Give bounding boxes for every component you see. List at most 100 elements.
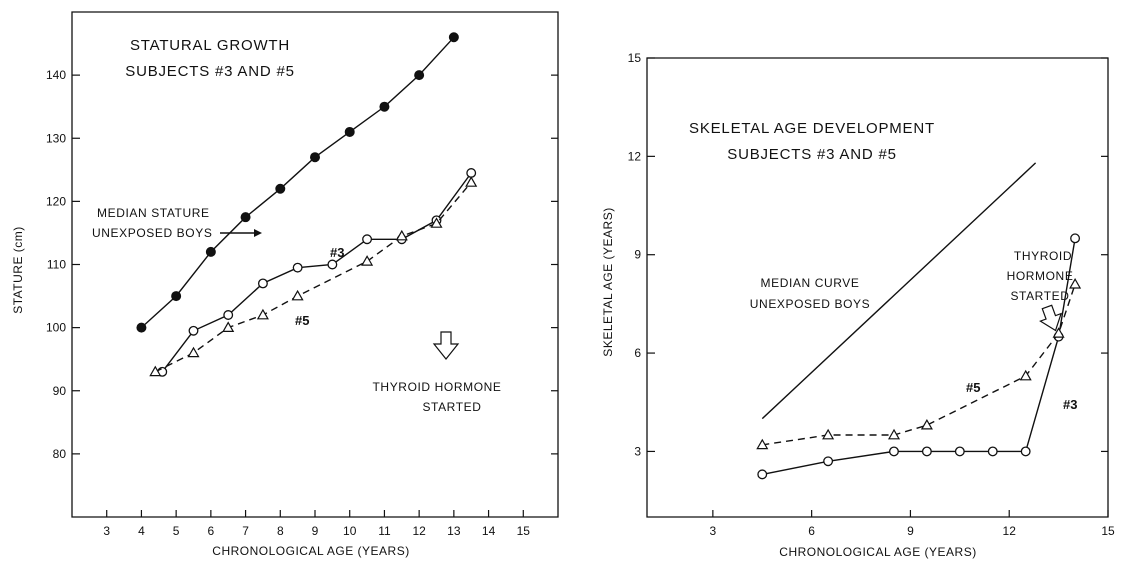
stature-title-line2: SUBJECTS #3 AND #5 (125, 63, 294, 80)
stature-x-tick-label: 7 (242, 524, 249, 538)
skeletal-x-axis-label: CHRONOLOGICAL AGE (YEARS) (779, 545, 976, 559)
skeletal-y-tick-label: 15 (628, 51, 642, 65)
stature-hormone-label-line1: THYROID HORMONE (373, 380, 502, 394)
stature-series-1-point (223, 310, 234, 320)
skeletal-x-tick-label: 6 (808, 524, 815, 538)
stature-series-2-point (361, 255, 374, 266)
skeletal-median-label-line1: MEDIAN CURVE (761, 276, 860, 290)
stature-y-tick-label: 120 (46, 194, 66, 208)
stature-x-tick-label: 6 (208, 524, 215, 538)
stature-series-0-point (379, 101, 390, 112)
stature-series-0-point (310, 152, 320, 163)
skeletal-series-1-point (1020, 446, 1031, 457)
skeletal-series-1-point (757, 469, 768, 480)
stature-x-tick-label: 14 (482, 524, 496, 538)
skeletal-y-ticks: 3 6 9 12 15 (628, 51, 1108, 458)
hatched-down-arrow-icon (1039, 304, 1063, 332)
stature-series-2-point (222, 321, 235, 332)
stature-series-2-point (149, 365, 162, 377)
stature-label-5: #5 (295, 313, 309, 328)
stature-series-0-line (140, 36, 455, 329)
stature-y-tick-label: 140 (46, 68, 66, 82)
stature-series-2-point (256, 308, 269, 320)
stature-x-tick-label: 12 (412, 524, 426, 538)
skeletal-y-axis-label: SKELETAL AGE (YEARS) (601, 207, 615, 356)
stature-series-1-point (362, 234, 373, 245)
stature-title-line1: STATURAL GROWTH (130, 37, 290, 54)
skeletal-series-2-point (920, 418, 933, 430)
skeletal-label-3: #3 (1063, 397, 1077, 412)
stature-y-axis-label: STATURE (cm) (11, 226, 25, 314)
stature-median-pointer-arrowhead (254, 229, 262, 237)
stature-x-tick-label: 9 (312, 524, 319, 538)
skeletal-x-ticks: 3 6 9 12 15 (710, 510, 1115, 538)
stature-series-2-point (187, 346, 200, 358)
skeletal-label-5: #5 (966, 380, 980, 395)
skeletal-series-2-point (887, 428, 901, 440)
skeletal-hormone-label-line3: STARTED (1010, 289, 1069, 303)
skeletal-series-1-point (1070, 233, 1081, 244)
skeletal-x-tick-label: 15 (1101, 524, 1115, 538)
skeletal-y-tick-label: 6 (634, 346, 641, 360)
hatched-down-arrow-icon (432, 331, 460, 360)
skeletal-y-tick-label: 9 (634, 248, 641, 262)
stature-series-2-point (465, 176, 478, 187)
stature-x-tick-label: 11 (378, 524, 391, 538)
stature-x-tick-label: 10 (343, 524, 357, 538)
stature-y-tick-label: 90 (53, 384, 67, 398)
stature-series (136, 32, 478, 377)
skeletal-series-2-point (1052, 327, 1065, 338)
skeletal-median-label-line2: UNEXPOSED BOYS (750, 297, 870, 311)
stature-chart: 3 4 5 6 7 8 9 10 11 12 13 14 15 8090100110120130140 … (11, 11, 559, 558)
skeletal-series-1-point (823, 456, 834, 467)
stature-series-2-point (430, 217, 443, 228)
stature-x-axis-label: CHRONOLOGICAL AGE (YEARS) (212, 544, 409, 558)
stature-series-0-point (344, 126, 355, 137)
stature-x-tick-label: 5 (173, 524, 180, 538)
skeletal-y-tick-label: 12 (628, 149, 642, 163)
stature-x-tick-label: 13 (447, 524, 461, 538)
stature-y-tick-label: 110 (47, 258, 66, 272)
skeletal-series (756, 162, 1082, 480)
stature-x-ticks: 3 4 5 6 7 8 9 10 11 12 13 14 15 (103, 510, 530, 538)
stature-median-label-line2: UNEXPOSED BOYS (92, 226, 212, 240)
skeletal-x-tick-label: 9 (907, 524, 914, 538)
stature-y-tick-label: 80 (53, 447, 67, 461)
stature-y-ticks: 80 90 100 110 120 130 140 (46, 68, 558, 461)
skeletal-series-1-point (987, 446, 998, 457)
stature-x-tick-label: 8 (277, 524, 284, 538)
stature-x-tick-label: 4 (138, 524, 145, 538)
stature-series-0-point (448, 32, 459, 43)
skeletal-series-2-point (756, 438, 769, 450)
stature-series-0-point (240, 212, 251, 223)
stature-series-1-point (188, 325, 199, 336)
stature-series-0-point (414, 70, 425, 81)
skeletal-series-0-line (761, 162, 1037, 420)
stature-plot-frame (71, 11, 559, 518)
stature-median-label-line1: MEDIAN STATURE (97, 206, 210, 220)
skeletal-series-2-point (1069, 277, 1082, 289)
skeletal-hormone-label-line1: THYROID (1014, 249, 1072, 263)
stature-y-tick-label: 130 (46, 131, 66, 145)
skeletal-series-2-point (1019, 369, 1032, 381)
skeletal-age-chart: 3 6 9 12 15 3 6 9 12 15 SKELETAL AGE DEVELOPMENT… (601, 51, 1115, 559)
stature-series-0-point (275, 183, 286, 194)
skeletal-x-tick-label: 12 (1003, 524, 1017, 538)
skeletal-title-line1: SKELETAL AGE DEVELOPMENT (689, 120, 935, 137)
skeletal-series-1-point (921, 446, 932, 457)
skeletal-series-1-point (889, 446, 899, 457)
stature-hormone-label-line2: STARTED (422, 400, 481, 414)
skeletal-title-line2: SUBJECTS #3 AND #5 (727, 146, 896, 163)
stature-x-tick-label: 3 (103, 524, 110, 538)
skeletal-series-1-point (954, 446, 965, 457)
stature-series-2-point (395, 229, 408, 241)
stature-x-tick-label: 15 (517, 524, 531, 538)
stature-series-1-point (257, 278, 268, 289)
stature-series-2-point (291, 289, 304, 301)
skeletal-series-2-point (822, 428, 835, 440)
skeletal-y-tick-label: 3 (634, 444, 641, 458)
stature-label-3: #3 (330, 245, 344, 260)
skeletal-x-tick-label: 3 (710, 524, 717, 538)
stature-series-0-point (171, 291, 182, 302)
